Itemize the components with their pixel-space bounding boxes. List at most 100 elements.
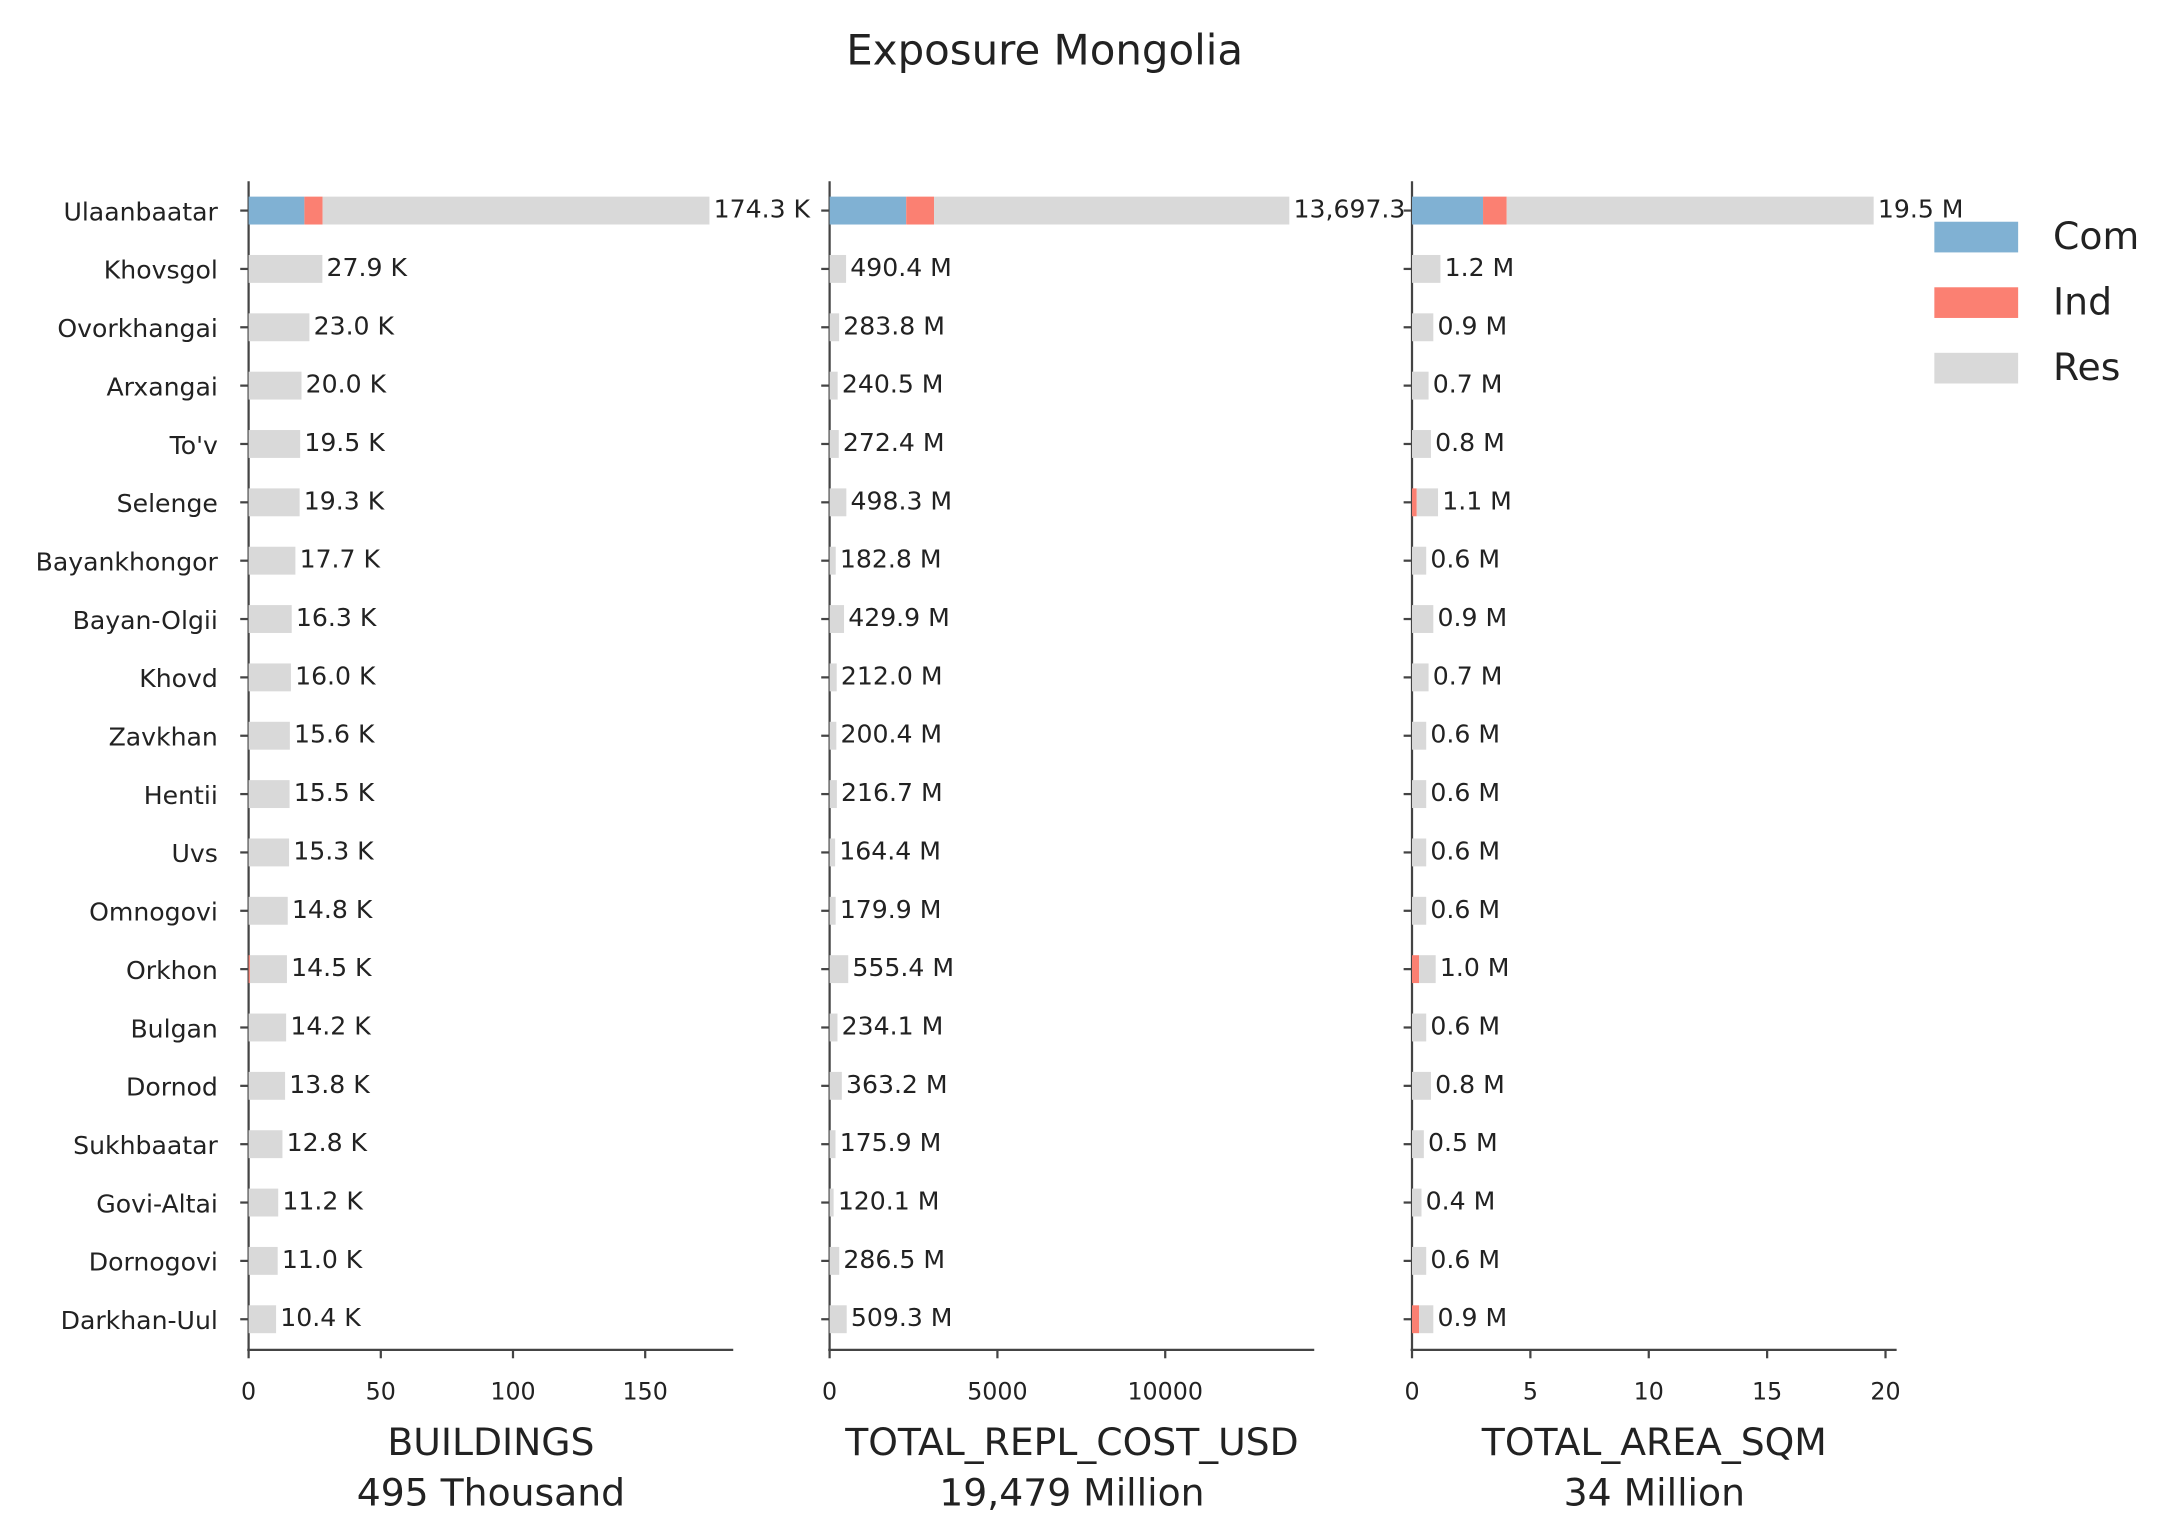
x-tick-label: 0	[241, 1378, 256, 1406]
legend-label: Res	[2053, 345, 2120, 389]
total-label: 509.3 M	[851, 1303, 953, 1332]
total-label: 0.6 M	[1430, 895, 1500, 924]
bar-segment	[829, 1071, 842, 1100]
x-axis-label: BUILDINGS	[387, 1420, 594, 1464]
bar-segment	[829, 371, 838, 400]
bar-segment	[1506, 196, 1874, 225]
total-label: 19.5 M	[1878, 195, 1964, 224]
y-tick-label: Orkhon	[126, 956, 218, 985]
y-tick-label: Ulaanbaatar	[63, 197, 218, 226]
bar-segment	[829, 1305, 847, 1334]
bar-segment	[1412, 1188, 1422, 1217]
y-tick-label: Ovorkhangai	[57, 314, 217, 343]
bar-segment	[248, 1013, 287, 1042]
y-tick-label: Bayankhongor	[36, 547, 219, 576]
bar-segment	[248, 955, 250, 984]
x-tick-label: 150	[623, 1378, 668, 1406]
x-tick-label: 5	[1523, 1378, 1538, 1406]
total-label: 174.3 K	[714, 195, 811, 224]
bar-segment	[248, 605, 292, 633]
legend-swatch	[1934, 352, 2019, 384]
total-label: 0.6 M	[1430, 720, 1500, 749]
bar-segment	[829, 1013, 838, 1042]
y-tick-label: Dornogovi	[89, 1248, 218, 1277]
total-label: 0.9 M	[1438, 603, 1508, 632]
x-axis-label: TOTAL_AREA_SQM	[1481, 1420, 1827, 1464]
total-label: 240.5 M	[842, 370, 944, 399]
bar-segment	[248, 663, 291, 692]
total-label: 234.1 M	[842, 1011, 944, 1040]
bar-segment	[1412, 896, 1427, 925]
bar-segment	[829, 1130, 836, 1159]
total-label: 15.5 K	[294, 778, 375, 807]
bar-segment	[1412, 254, 1441, 283]
x-tick-label: 0	[1404, 1378, 1419, 1406]
bar-segment	[829, 605, 845, 633]
total-label: 175.9 M	[840, 1128, 942, 1157]
bar-segment	[906, 196, 935, 225]
bar-segment	[1412, 1013, 1427, 1042]
y-tick-label: Uvs	[172, 839, 218, 868]
total-label: 0.7 M	[1433, 370, 1503, 399]
x-tick-label: 15	[1752, 1378, 1782, 1406]
total-label: 27.9 K	[327, 253, 408, 282]
total-label: 13.8 K	[289, 1070, 370, 1099]
x-axis-sublabel: 34 Million	[1564, 1470, 1745, 1514]
x-tick-label: 10	[1634, 1378, 1664, 1406]
bar-segment	[1412, 1071, 1431, 1100]
total-label: 182.8 M	[840, 545, 942, 574]
total-label: 0.8 M	[1435, 428, 1505, 457]
bar-segment	[1483, 196, 1507, 225]
total-label: 0.7 M	[1433, 661, 1503, 690]
bar-segment	[1412, 1246, 1427, 1275]
bar-segment	[248, 1305, 277, 1334]
bar-segment	[248, 780, 290, 809]
y-tick-label: Govi-Altai	[96, 1189, 218, 1218]
total-label: 286.5 M	[843, 1245, 945, 1274]
y-tick-label: Omnogovi	[89, 898, 218, 927]
bar-segment	[248, 488, 300, 517]
x-tick-label: 10000	[1127, 1378, 1203, 1406]
total-label: 0.6 M	[1430, 778, 1500, 807]
y-tick-label: Zavkhan	[109, 723, 218, 752]
bar-segment	[1412, 1130, 1424, 1159]
bar-segment	[248, 896, 288, 925]
x-tick-label: 0	[822, 1378, 837, 1406]
bar-segment	[1412, 838, 1427, 867]
bar-segment	[829, 663, 837, 692]
total-label: 16.3 K	[296, 603, 377, 632]
total-label: 216.7 M	[841, 778, 943, 807]
chart-title: Exposure Mongolia	[846, 26, 1243, 75]
total-label: 0.9 M	[1438, 311, 1508, 340]
total-label: 14.8 K	[292, 895, 373, 924]
legend-label: Ind	[2053, 280, 2112, 324]
bar-segment	[829, 780, 837, 809]
bar-segment	[1412, 313, 1434, 342]
bar-segment	[829, 838, 836, 867]
total-label: 17.7 K	[300, 545, 381, 574]
total-label: 490.4 M	[850, 253, 952, 282]
bar-segment	[248, 1188, 279, 1217]
total-label: 498.3 M	[851, 486, 953, 515]
total-label: 429.9 M	[848, 603, 950, 632]
total-label: 212.0 M	[841, 661, 943, 690]
bar-segment	[829, 430, 839, 458]
bar-segment	[1412, 371, 1429, 400]
bar-segment	[829, 1188, 834, 1217]
bar-segment	[248, 196, 305, 225]
bar-segment	[829, 1246, 840, 1275]
total-label: 0.6 M	[1430, 836, 1500, 865]
total-label: 20.0 K	[306, 370, 387, 399]
y-tick-label: Selenge	[117, 489, 218, 518]
total-label: 0.6 M	[1430, 1011, 1500, 1040]
bar-segment	[248, 254, 323, 283]
y-tick-label: Darkhan-Uul	[61, 1306, 218, 1335]
total-label: 0.8 M	[1435, 1070, 1505, 1099]
bar-segment	[1412, 488, 1417, 517]
total-label: 1.1 M	[1442, 486, 1512, 515]
total-label: 15.6 K	[294, 720, 375, 749]
bar-segment	[248, 838, 290, 867]
total-label: 1.2 M	[1445, 253, 1515, 282]
y-tick-label: Sukhbaatar	[73, 1131, 218, 1160]
